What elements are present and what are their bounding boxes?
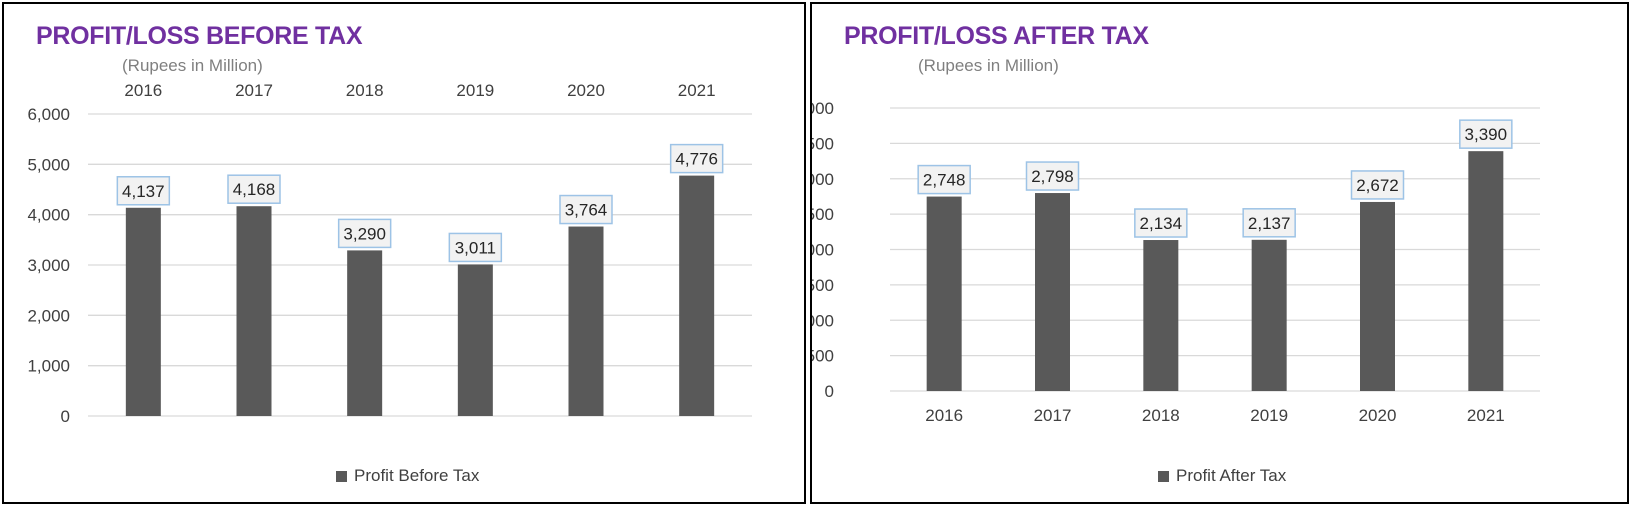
- bar: [1143, 240, 1179, 391]
- x-tick-label: 2017: [1034, 406, 1072, 425]
- data-label-box: [669, 143, 724, 174]
- data-label: 4,137: [122, 182, 165, 201]
- data-label-box: [1242, 208, 1296, 238]
- y-tick-label: 500: [812, 347, 834, 366]
- bar: [457, 264, 493, 416]
- data-label: 2,134: [1140, 214, 1183, 233]
- legend-label: Profit Before Tax: [354, 466, 480, 485]
- y-tick-label: 1,000: [27, 357, 70, 376]
- data-label-box: [227, 174, 281, 204]
- data-label: 2,748: [923, 171, 966, 190]
- data-label: 3,390: [1465, 125, 1508, 144]
- x-tick-label: 2021: [678, 81, 716, 100]
- legend-label: Profit After Tax: [1176, 466, 1287, 485]
- legend: Profit After Tax: [1158, 466, 1286, 486]
- data-label-box: [1350, 170, 1405, 200]
- bar: [679, 175, 715, 416]
- y-tick-label: 0: [61, 407, 70, 426]
- x-tick-label: 2018: [346, 81, 384, 100]
- bar: [1468, 151, 1504, 391]
- y-tick-label: 3,000: [27, 256, 70, 275]
- bar-chart-after-tax: 0 500 1,000 1,500 2,000 2,500 3,000 3,500 4,000 2…: [812, 99, 1540, 425]
- y-tick-label: 1,000: [812, 311, 834, 330]
- bar: [1251, 239, 1287, 391]
- data-label: 3,011: [455, 238, 496, 257]
- y-tick-label: 2,000: [812, 241, 834, 260]
- bar: [1360, 201, 1395, 391]
- x-tick-label: 2016: [124, 81, 162, 100]
- data-label-box: [1025, 161, 1080, 191]
- y-tick-label: 2,500: [812, 205, 834, 224]
- x-tick-label: 2019: [1250, 406, 1288, 425]
- legend-swatch: [1158, 470, 1169, 482]
- bar: [125, 207, 161, 416]
- y-tick-label: 2,000: [27, 306, 70, 325]
- chart-subtitle: (Rupees in Million): [918, 56, 1059, 75]
- y-tick-label: 0: [825, 382, 834, 401]
- data-label: 4,168: [233, 180, 276, 199]
- y-tick-label: 1,500: [812, 276, 834, 295]
- x-tick-label: 2020: [1359, 406, 1397, 425]
- data-label-box: [1134, 208, 1188, 238]
- x-tick-label: 2020: [567, 81, 605, 100]
- data-label-box: [448, 232, 503, 263]
- data-label-box: [116, 176, 171, 206]
- y-tick-label: 4,000: [27, 206, 70, 225]
- data-label-box: [1459, 119, 1513, 149]
- x-tick-label: 2017: [235, 81, 273, 100]
- y-tick-label: 4,000: [812, 99, 834, 118]
- bar: [568, 226, 604, 416]
- y-tick-label: 3,000: [812, 170, 834, 189]
- y-tick-label: 6,000: [27, 105, 70, 124]
- data-label-box: [337, 218, 392, 249]
- x-tick-label: 2018: [1142, 406, 1180, 425]
- legend-swatch: [336, 470, 347, 482]
- data-label-box: [559, 194, 613, 225]
- chart-title: PROFIT/LOSS AFTER TAX: [844, 22, 1149, 50]
- data-label: 3,764: [565, 201, 608, 220]
- data-label: 2,137: [1248, 214, 1291, 233]
- data-label: 2,798: [1031, 167, 1074, 186]
- legend: Profit Before Tax: [336, 466, 479, 486]
- chart-panel-after-tax: PROFIT/LOSS AFTER TAX (Rupees in Million…: [810, 2, 1629, 504]
- data-label: 3,290: [343, 224, 386, 243]
- chart-subtitle: (Rupees in Million): [122, 56, 263, 75]
- y-tick-label: 3,500: [812, 134, 834, 153]
- x-tick-label: 2021: [1467, 406, 1505, 425]
- bar: [1035, 193, 1070, 391]
- bar-chart-before-tax: 0 1,000 2,000 3,000 4,000 5,000 6,000 2016 4,137…: [27, 81, 752, 426]
- x-tick-label: 2019: [456, 81, 494, 100]
- x-tick-label: 2016: [925, 406, 963, 425]
- data-label-box: [917, 164, 971, 195]
- bar: [236, 206, 272, 416]
- data-label: 4,776: [675, 150, 718, 169]
- data-label: 2,672: [1356, 176, 1399, 195]
- bar: [926, 196, 962, 391]
- bar: [347, 250, 383, 416]
- y-tick-label: 5,000: [27, 155, 70, 174]
- chart-panel-before-tax: PROFIT/LOSS BEFORE TAX (Rupees in Millio…: [2, 2, 806, 504]
- chart-title: PROFIT/LOSS BEFORE TAX: [36, 22, 363, 50]
